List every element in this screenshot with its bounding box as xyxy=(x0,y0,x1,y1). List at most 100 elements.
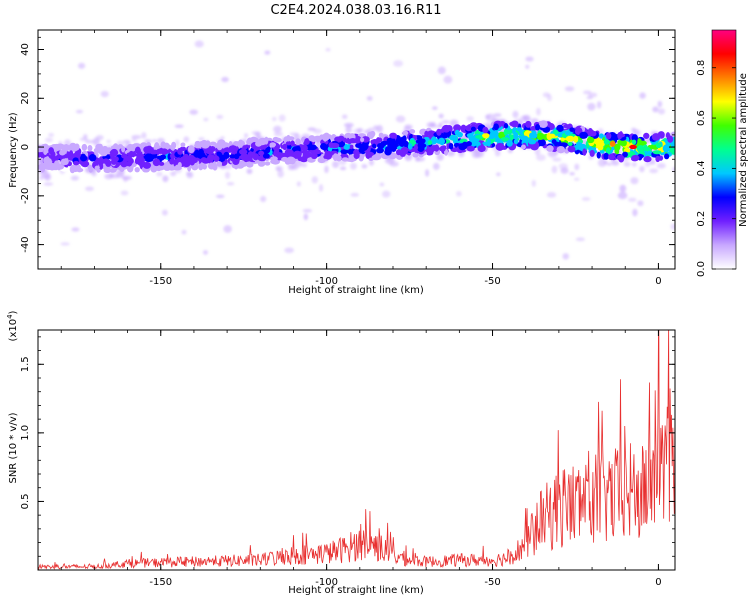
snr-y-multiplier-exponent: 4 xyxy=(6,314,14,319)
spectrogram-cell xyxy=(643,132,650,139)
spectrogram-cell xyxy=(233,141,239,147)
spectrogram-cell xyxy=(390,138,396,145)
spectrogram-cell xyxy=(177,149,183,155)
spectrogram-halo-cell xyxy=(393,60,404,67)
spectrogram-cell xyxy=(334,136,343,143)
snr-plot-area xyxy=(38,330,675,570)
spectrogram-halo-cell xyxy=(639,92,646,99)
spectrogram-halo-cell xyxy=(441,120,450,124)
colorbar-label: Normalized spectral amplitude xyxy=(738,73,749,227)
spectrogram-cell xyxy=(465,125,472,132)
spectrogram-cell xyxy=(553,129,559,135)
spectrogram-y-label: Frequency (Hz) xyxy=(8,112,19,188)
colorbar-frame xyxy=(711,29,737,270)
spectrogram-cell xyxy=(246,137,254,145)
spectrogram-cell xyxy=(528,132,538,139)
spectrogram-halo-cell xyxy=(273,125,282,133)
spectrogram-cell xyxy=(88,167,93,173)
spectrogram-frame xyxy=(37,29,676,270)
spectrogram-cell xyxy=(353,152,360,159)
spectrogram-cell xyxy=(436,128,442,136)
spectrogram-halo-cell xyxy=(657,108,666,115)
spectrogram-cell xyxy=(302,151,307,159)
spectrogram-halo-cell xyxy=(198,137,205,141)
spectrogram-halo-cell xyxy=(356,128,364,133)
spectrogram-cell xyxy=(503,123,509,129)
spectrogram-cell xyxy=(472,138,478,144)
spectrogram-cell xyxy=(284,158,290,165)
spectrogram-halo-cell xyxy=(100,90,109,98)
spectrogram-halo-cell xyxy=(131,137,137,142)
spectrogram-cell xyxy=(52,165,59,171)
spectrogram-cell xyxy=(621,139,627,147)
spectrogram-cell xyxy=(605,147,611,155)
spectrogram-halo-cell xyxy=(512,110,519,119)
spectrogram-cell xyxy=(302,144,308,152)
spectrogram-cell xyxy=(454,129,460,136)
spectrogram-cell xyxy=(567,141,573,147)
spectrogram-halo-cell xyxy=(496,172,501,177)
spectrogram-halo-cell xyxy=(162,175,169,183)
spectrogram-halo-cell xyxy=(350,162,357,170)
spectrogram-cell xyxy=(380,142,387,147)
spectrogram-halo-cell xyxy=(525,64,530,69)
spectrogram-cell xyxy=(542,126,551,133)
spectrogram-cell xyxy=(359,144,367,152)
spectrogram-cell xyxy=(520,144,526,150)
spectrogram-cell xyxy=(207,162,216,170)
spectrogram-halo-cell xyxy=(366,96,373,101)
spectrogram-cell xyxy=(274,145,280,154)
spectrogram-cell xyxy=(459,138,468,143)
spectrogram-cell xyxy=(598,133,604,139)
spectrogram-halo-cell xyxy=(425,169,430,177)
spectrogram-halo-cell xyxy=(382,190,391,198)
spectrogram-cell xyxy=(264,161,271,166)
spectrogram-cell xyxy=(102,158,110,164)
spectrogram-cell xyxy=(284,148,293,157)
spectrogram-cell xyxy=(295,138,301,146)
x-tick-label: -100 xyxy=(315,276,338,287)
spectrogram-cell xyxy=(68,150,74,159)
spectrogram-x-label: Height of straight line (km) xyxy=(288,285,424,296)
spectrogram-cell xyxy=(207,154,216,161)
spectrogram-cell xyxy=(282,143,288,151)
spectrogram-cell xyxy=(427,140,433,146)
spectrogram-cell xyxy=(556,145,566,154)
spectrogram-cell xyxy=(375,147,385,154)
spectrogram-cell xyxy=(384,147,392,156)
spectrogram-cell xyxy=(652,150,662,155)
spectrogram-halo-cell xyxy=(156,171,163,177)
spectrogram-halo-cell xyxy=(215,194,225,199)
spectrogram-cell xyxy=(121,145,126,153)
spectrogram-cell xyxy=(448,142,454,150)
spectrogram-halo-cell xyxy=(670,223,675,230)
spectrogram-cell xyxy=(563,124,572,129)
spectrogram-cell xyxy=(500,137,510,142)
spectrogram-halo-cell xyxy=(48,133,55,137)
spectrogram-halo-cell xyxy=(437,66,446,75)
spectrogram-cell xyxy=(128,150,135,157)
spectrogram-halo-cell xyxy=(77,62,86,69)
spectrogram-cell xyxy=(170,144,176,151)
spectrogram-halo-cell xyxy=(379,182,385,187)
spectrogram-cell xyxy=(486,138,491,147)
spectrogram-heatmap xyxy=(38,40,675,260)
spectrogram-halo-cell xyxy=(224,171,231,180)
spectrogram-cell xyxy=(109,150,117,155)
spectrogram-cell xyxy=(270,159,280,165)
spectrogram-cell xyxy=(655,155,661,163)
spectrogram-cell xyxy=(239,148,248,155)
spectrogram-cell xyxy=(336,155,342,162)
spectrogram-cell xyxy=(213,155,220,162)
spectrogram-halo-cell xyxy=(562,253,570,260)
spectrogram-cell xyxy=(662,144,671,153)
spectrogram-cell xyxy=(310,152,318,160)
y-tick-label: 1.5 xyxy=(20,356,31,372)
spectrogram-halo-cell xyxy=(104,173,114,180)
spectrogram-halo-cell xyxy=(639,165,645,173)
spectrogram-cell xyxy=(613,143,621,151)
spectrogram-halo-cell xyxy=(546,94,552,102)
spectrogram-halo-cell xyxy=(243,132,249,139)
spectrogram-halo-cell xyxy=(623,161,631,167)
spectrogram-halo-cell xyxy=(246,168,253,175)
